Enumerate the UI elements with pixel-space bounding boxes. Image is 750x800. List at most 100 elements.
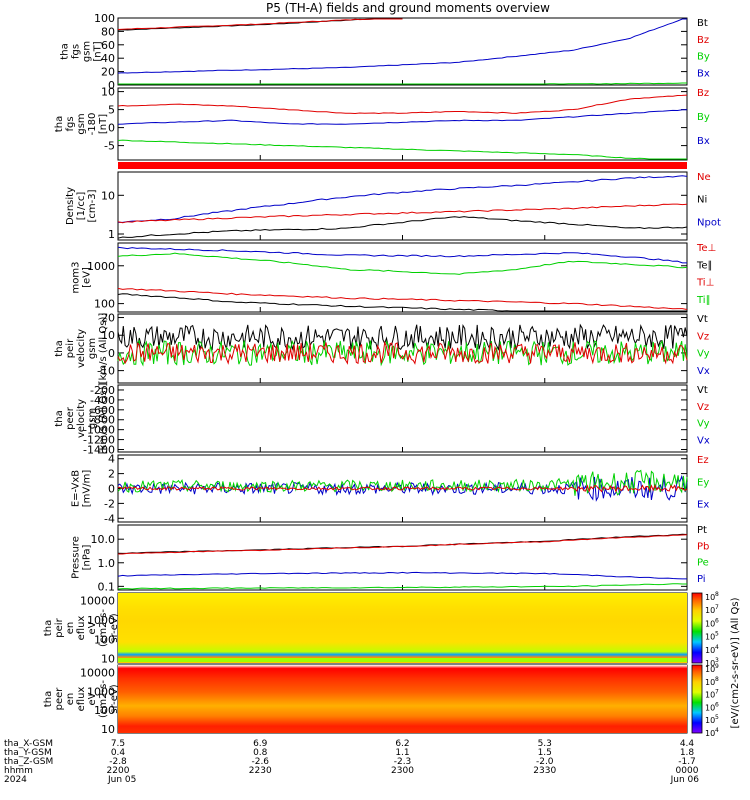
colorbar-tick-exponent: 9 bbox=[715, 663, 719, 670]
legend-entry: Pt bbox=[697, 525, 707, 536]
series-ex-line bbox=[117, 474, 688, 502]
panel-3: 100 1000 mom3 [eV] Te⊥ Te∥ Ti⊥ Ti∥ bbox=[71, 242, 716, 313]
y-tick-label: -2 bbox=[104, 497, 115, 510]
y-axis-label: tha bbox=[54, 410, 65, 426]
y-axis-label: [mV/m] bbox=[82, 470, 93, 508]
y-axis-label: [km/s (All Qs)] bbox=[98, 383, 109, 455]
y-tick-label: -5 bbox=[104, 140, 115, 153]
y-axis-label: gsm bbox=[87, 408, 98, 429]
series-vy-line bbox=[117, 339, 688, 367]
y-tick-label: 40 bbox=[101, 52, 115, 65]
y-axis-label: velocity bbox=[76, 329, 87, 368]
x-row-value: 7.5 bbox=[111, 739, 125, 749]
legend-entry: Ez bbox=[697, 455, 709, 466]
legend-entry: Ni bbox=[697, 195, 707, 206]
y-tick-label: 1.0 bbox=[98, 557, 116, 570]
y-axis-label: eflux bbox=[76, 687, 87, 712]
y-axis-label: en bbox=[65, 693, 76, 706]
colorbar-tick-label: 10 bbox=[705, 593, 715, 602]
y-axis-label: eflux bbox=[76, 616, 87, 641]
x-row-value: -2.0 bbox=[536, 757, 554, 767]
legend-entry: Pi bbox=[697, 574, 706, 585]
y-axis-label: gsm bbox=[76, 113, 87, 134]
y-tick-label: 10000 bbox=[80, 595, 115, 608]
legend-entry: Vy bbox=[697, 349, 710, 360]
panel-frame bbox=[117, 242, 688, 313]
colorbar-tick-label: 10 bbox=[705, 703, 715, 712]
x-row-label: hhmm bbox=[4, 766, 33, 776]
x-row-value: Jun 05 bbox=[107, 775, 136, 785]
colorbar-tick-exponent: 6 bbox=[715, 617, 719, 624]
y-axis-label: velocity bbox=[76, 399, 87, 438]
y-axis-label: peer bbox=[65, 406, 76, 430]
legend-entry: Npot bbox=[697, 217, 721, 228]
y-axis-label: peer bbox=[54, 687, 65, 711]
panel-7: 0.1 1.0 10.0 Pressure [nPa] Pt Pb Pe Pi bbox=[71, 524, 709, 593]
y-axis-label: [nT] bbox=[98, 114, 109, 134]
x-row-value: 1.1 bbox=[395, 748, 409, 758]
series-ni-line bbox=[117, 216, 688, 239]
y-tick-label: 10 bbox=[101, 653, 115, 666]
colorbar-tick-exponent: 5 bbox=[715, 631, 719, 638]
x-row-value: 0.8 bbox=[253, 748, 268, 758]
legend-entry: Vy bbox=[697, 419, 710, 430]
y-axis-label: sr-eV) bbox=[109, 684, 120, 713]
series-by-line bbox=[118, 82, 687, 85]
colorbar-electrons bbox=[691, 664, 703, 734]
panel-4: -10 0 10 20 tha peir velocity gsm [km/s (All Qs)… bbox=[54, 312, 710, 385]
y-tick-label: 10.0 bbox=[91, 533, 116, 546]
legend-entry: Vx bbox=[697, 366, 710, 377]
colorbar-tick-exponent: 4 bbox=[715, 644, 719, 651]
y-axis-label: gsm bbox=[87, 338, 98, 359]
panel-frame bbox=[117, 524, 688, 591]
series-te-line bbox=[117, 246, 687, 264]
y-axis-label: fgs bbox=[71, 44, 82, 59]
y-tick-label: 4 bbox=[108, 453, 115, 466]
legend-entry: Ti⊥ bbox=[696, 278, 714, 289]
y-axis-label: tha bbox=[43, 620, 54, 636]
x-row-value: -2.8 bbox=[109, 757, 127, 767]
colorbar-tick-label: 10 bbox=[705, 619, 715, 628]
series-bz-line bbox=[117, 94, 688, 115]
legend-entry: Ti∥ bbox=[696, 295, 711, 306]
series-pt-line bbox=[117, 533, 688, 554]
y-tick-label: 100 bbox=[94, 12, 115, 25]
y-tick-label: 20 bbox=[101, 66, 115, 79]
panel-6: -4 -20 2 4 E=-VxB [mV/m] Ez Ey Ex bbox=[71, 453, 710, 526]
series-bx-line bbox=[117, 109, 688, 125]
x-row-value: 2230 bbox=[249, 766, 272, 776]
y-tick-label: 1 bbox=[108, 228, 115, 241]
x-row-label: 2024 bbox=[4, 775, 27, 785]
series-vt-line bbox=[117, 323, 688, 351]
y-tick-label: -10 bbox=[97, 365, 115, 378]
x-row-value: 4.4 bbox=[680, 739, 695, 749]
y-axis-label: tha bbox=[54, 116, 65, 132]
colorbar-labels: 10 810 710 610 510 410 310 910 810 710 610 510 4[eV/… bbox=[705, 591, 741, 738]
colorbar-tick-label: 10 bbox=[705, 678, 715, 687]
colorbar-tick-label: 10 bbox=[705, 691, 715, 700]
x-row-value: 5.3 bbox=[538, 739, 552, 749]
y-tick-label: 60 bbox=[101, 39, 115, 52]
colorbar-tick-exponent: 3 bbox=[715, 657, 719, 664]
x-row-value: 0000 bbox=[676, 766, 699, 776]
x-row-label: tha_X-GSM bbox=[4, 739, 53, 749]
ion-spectrogram-band bbox=[118, 658, 687, 662]
x-row-value: 0.4 bbox=[111, 748, 126, 758]
colorbar-tick-label: 10 bbox=[705, 633, 715, 642]
y-axis-label: eV bbox=[87, 692, 98, 705]
y-axis-label: [km/s (All Qs)] bbox=[98, 313, 109, 385]
legend-entry: By bbox=[697, 52, 710, 63]
plot-title: P5 (TH-A) fields and ground moments over… bbox=[266, 1, 550, 15]
x-row-label: tha_Z-GSM bbox=[4, 757, 53, 767]
colorbar-tick-exponent: 7 bbox=[715, 604, 719, 611]
colorbar-tick-label: 10 bbox=[705, 665, 715, 674]
colorbar-ions bbox=[691, 592, 703, 664]
x-row-value: -1.7 bbox=[678, 757, 696, 767]
x-row-label: tha_Y-GSM bbox=[4, 748, 52, 758]
y-tick-label: 100 bbox=[94, 704, 115, 717]
y-axis-label: peir bbox=[65, 338, 76, 358]
x-row-value: 1.8 bbox=[680, 748, 695, 758]
colorbar-tick-label: 10 bbox=[705, 659, 715, 668]
